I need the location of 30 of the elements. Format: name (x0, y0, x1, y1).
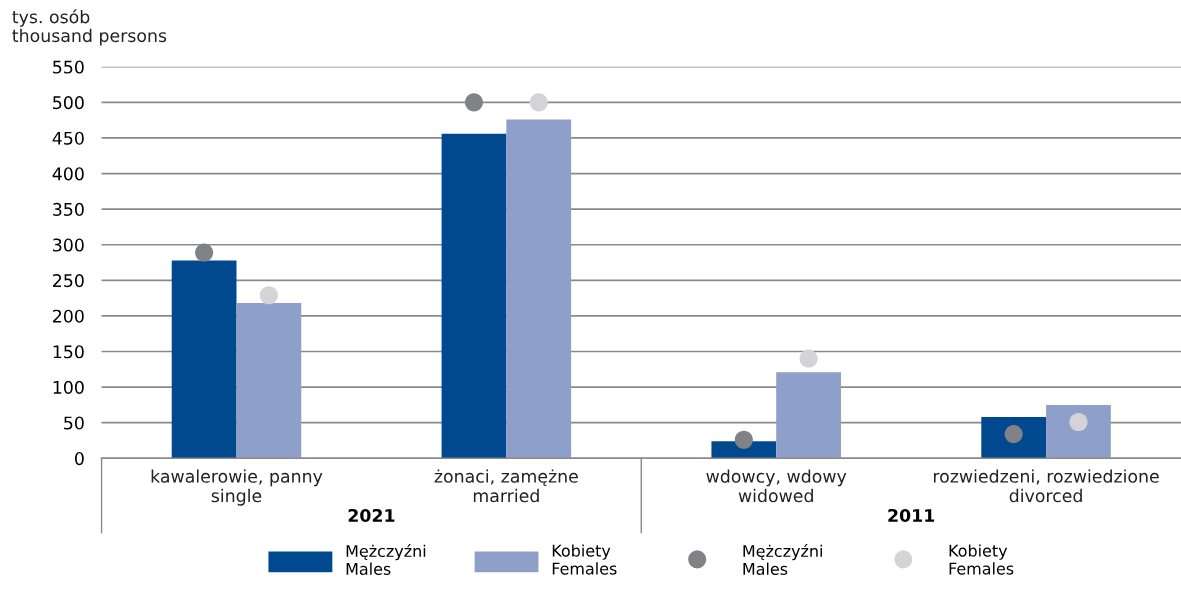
x-tick-label: kawalerowie, panny single (151, 469, 323, 506)
bar (506, 119, 572, 459)
y-tick-label: 100 (53, 380, 84, 394)
y-tick-label: 300 (53, 238, 84, 252)
legend-label: Kobiety Females (552, 544, 617, 575)
bar (981, 417, 1047, 459)
bar (171, 260, 237, 459)
text: 2021 (348, 508, 395, 523)
bar (1046, 404, 1111, 459)
bar (441, 133, 507, 459)
x-tick-label: wdowcy, wdowy widowed (706, 469, 847, 503)
y-tick-label: 350 (53, 202, 84, 216)
y-tick-label: 450 (52, 131, 84, 145)
legend-label: Kobiety Females (949, 544, 1014, 575)
y-tick-label: 50 (64, 416, 84, 430)
text: 2011 (888, 508, 935, 523)
legend-label: Mężczyźni Males (346, 544, 426, 575)
y-tick-label: 200 (53, 309, 84, 323)
y-tick-label: 400 (52, 167, 84, 181)
bar (236, 303, 302, 459)
y-tick-label: 150 (53, 345, 84, 359)
y-tick-label: 250 (53, 274, 84, 288)
y-axis-title: tys. osób thousand persons (12, 9, 167, 46)
bar (776, 372, 841, 459)
y-tick-label: 500 (53, 96, 84, 110)
y-tick-label: 550 (53, 60, 84, 74)
x-tick-label: rozwiedzeni, rozwiedzione divorced (933, 469, 1159, 503)
y-tick-label: 0 (75, 452, 84, 466)
x-tick-label: żonaci, zamężne married (434, 469, 578, 503)
legend-label: Mężczyźni Males (743, 544, 822, 575)
